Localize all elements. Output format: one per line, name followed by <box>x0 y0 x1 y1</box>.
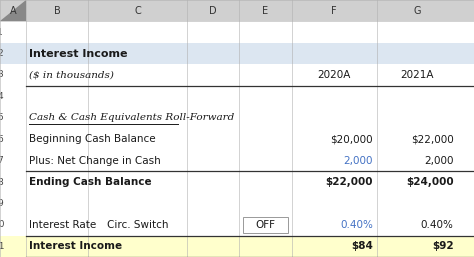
Text: 1: 1 <box>0 27 3 37</box>
Text: 7: 7 <box>0 156 3 165</box>
Text: Circ. Switch: Circ. Switch <box>107 220 168 230</box>
Text: C: C <box>134 6 141 16</box>
Text: $20,000: $20,000 <box>330 134 373 144</box>
Text: $92: $92 <box>432 241 454 251</box>
Text: 5: 5 <box>0 113 3 122</box>
Bar <box>0 236 474 257</box>
Text: G: G <box>413 6 421 16</box>
Bar <box>0 86 474 107</box>
Text: Interest Income: Interest Income <box>29 49 128 59</box>
Polygon shape <box>0 0 26 21</box>
Text: 0.40%: 0.40% <box>340 220 373 230</box>
Bar <box>0 64 474 86</box>
Text: 6: 6 <box>0 135 3 144</box>
Text: 8: 8 <box>0 178 3 187</box>
Text: ($ in thousands): ($ in thousands) <box>29 70 114 79</box>
Text: Plus: Net Change in Cash: Plus: Net Change in Cash <box>29 156 161 166</box>
Bar <box>0 150 474 171</box>
Text: 11: 11 <box>0 242 6 251</box>
Text: $22,000: $22,000 <box>411 134 454 144</box>
Text: E: E <box>263 6 268 16</box>
Bar <box>243 217 288 233</box>
Text: A: A <box>10 6 16 16</box>
Bar <box>0 193 474 214</box>
Bar <box>0 21 474 43</box>
Text: B: B <box>54 6 60 16</box>
Bar <box>0 214 474 236</box>
Text: 4: 4 <box>0 92 3 101</box>
Text: 2,000: 2,000 <box>344 156 373 166</box>
Text: D: D <box>210 6 217 16</box>
Text: $84: $84 <box>351 241 373 251</box>
Bar <box>0 128 474 150</box>
Text: Interest Rate: Interest Rate <box>29 220 96 230</box>
Bar <box>0 107 474 128</box>
Text: 0.40%: 0.40% <box>421 220 454 230</box>
Text: 2: 2 <box>0 49 3 58</box>
Text: 3: 3 <box>0 70 3 79</box>
Text: Cash & Cash Equivalents Roll-Forward: Cash & Cash Equivalents Roll-Forward <box>29 113 234 122</box>
Bar <box>0 0 474 21</box>
Text: Beginning Cash Balance: Beginning Cash Balance <box>29 134 155 144</box>
Text: 9: 9 <box>0 199 3 208</box>
Text: 2021A: 2021A <box>401 70 434 80</box>
Text: F: F <box>331 6 337 16</box>
Text: 10: 10 <box>0 220 6 230</box>
Text: $24,000: $24,000 <box>406 177 454 187</box>
Bar <box>0 171 474 193</box>
Text: 2,000: 2,000 <box>424 156 454 166</box>
Text: $22,000: $22,000 <box>326 177 373 187</box>
Text: OFF: OFF <box>255 220 275 230</box>
Text: 2020A: 2020A <box>318 70 351 80</box>
Text: Interest Income: Interest Income <box>29 241 122 251</box>
Bar <box>0 43 474 64</box>
Text: Ending Cash Balance: Ending Cash Balance <box>29 177 152 187</box>
